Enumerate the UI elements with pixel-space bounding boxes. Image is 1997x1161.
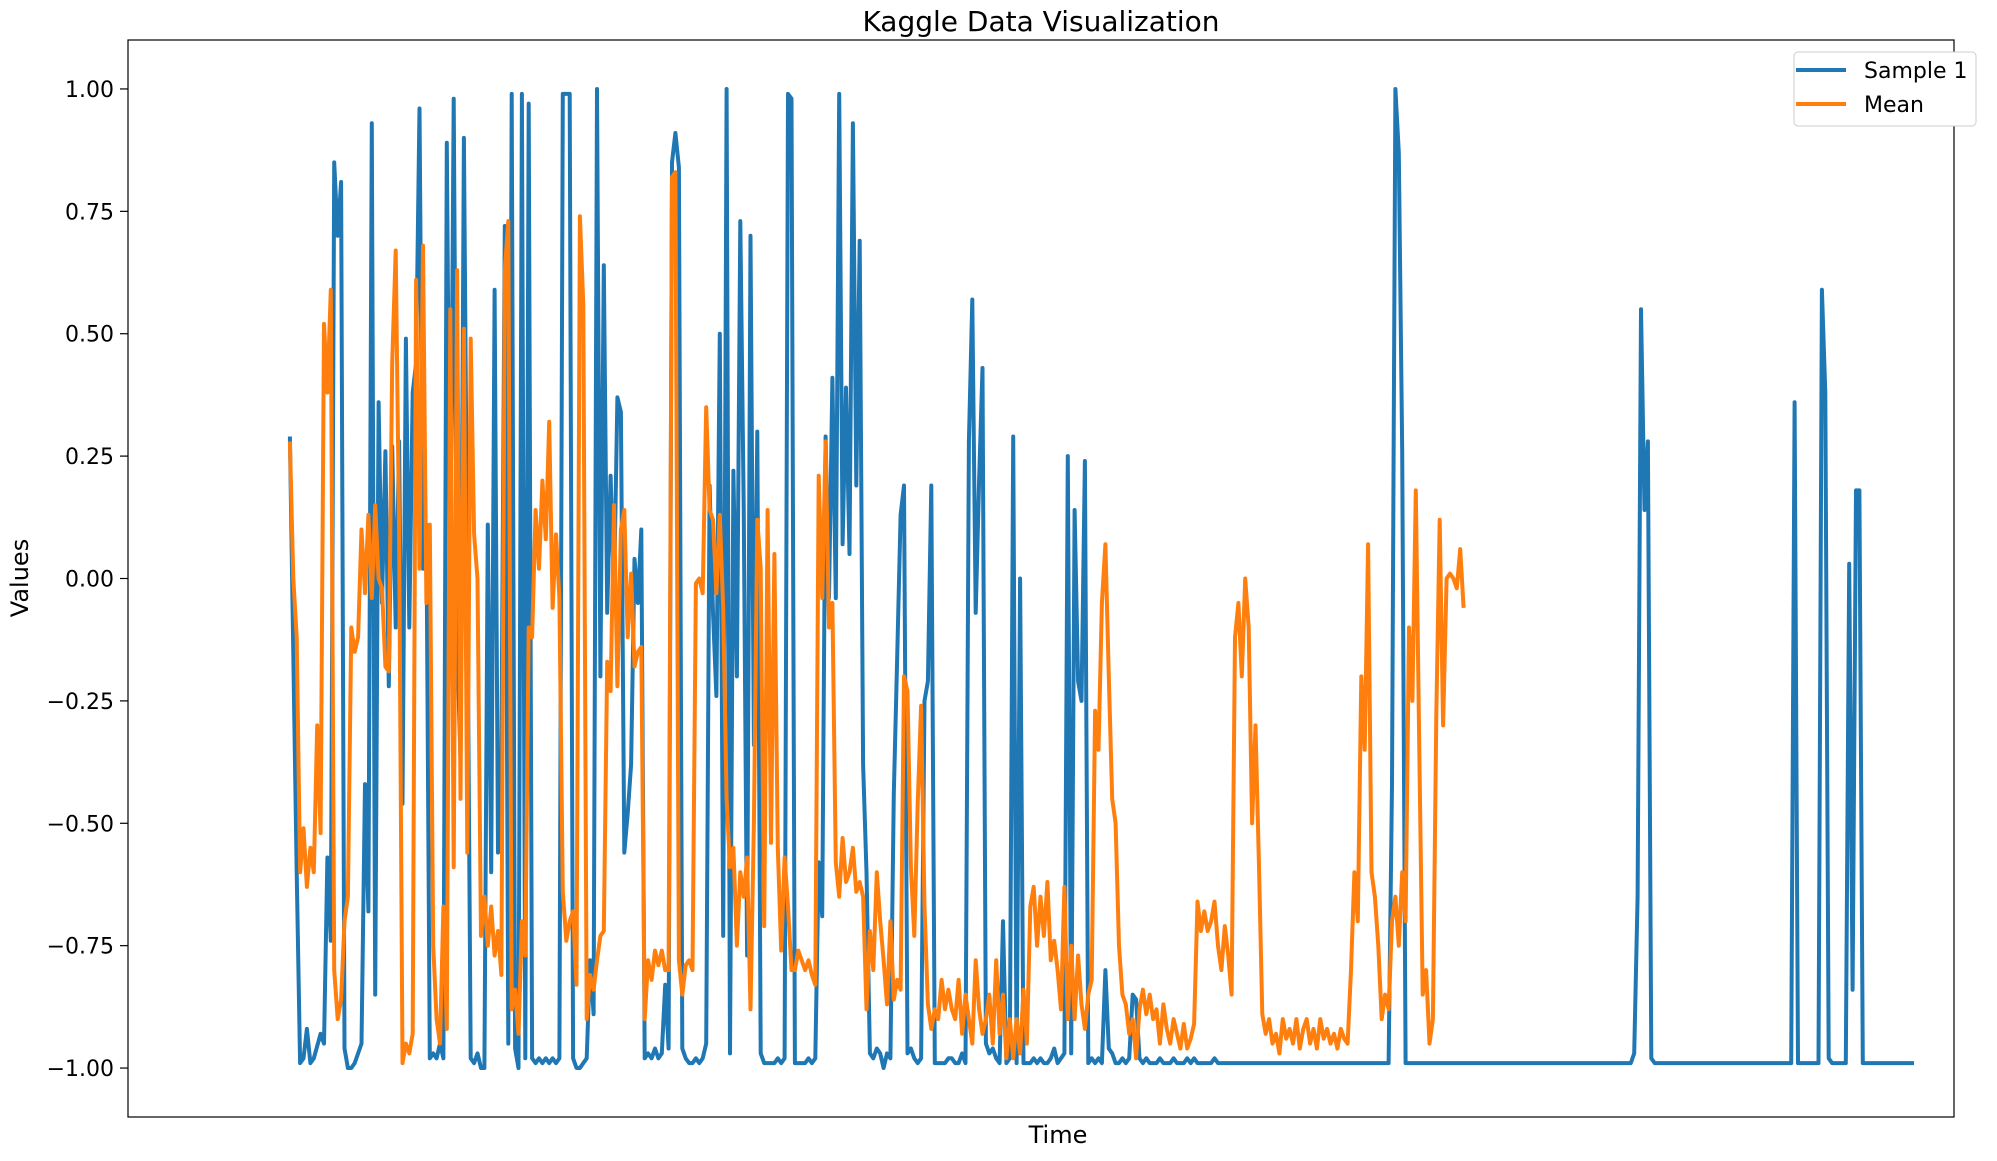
series-line-sample-1: [287, 87, 1914, 1070]
legend-label-sample-1: Sample 1: [1864, 59, 1967, 84]
y-tick-label: −0.50: [47, 812, 114, 837]
y-tick-label: 0.75: [65, 200, 114, 225]
y-tick-label: −1.00: [47, 1057, 114, 1082]
legend: Sample 1 Mean: [1793, 51, 1977, 127]
series-layer: [287, 87, 1914, 1070]
y-axis: −1.00 −0.75 −0.50 −0.25 0.00 0.25 0.50 0.75 1.00: [47, 78, 128, 1082]
y-tick-label: 0.25: [65, 445, 114, 470]
y-tick-label: 0.50: [65, 323, 114, 348]
y-tick-label: −0.75: [47, 935, 114, 960]
y-tick-label: 0.00: [65, 568, 114, 593]
x-axis-label: Time: [1028, 1121, 1088, 1149]
y-axis-label: Values: [6, 539, 34, 617]
y-tick-label: 1.00: [65, 78, 114, 103]
y-tick-label: −0.25: [47, 690, 114, 715]
chart-title: Kaggle Data Visualization: [862, 5, 1219, 38]
legend-label-mean: Mean: [1864, 93, 1924, 118]
series-line-mean: [287, 170, 1466, 1066]
